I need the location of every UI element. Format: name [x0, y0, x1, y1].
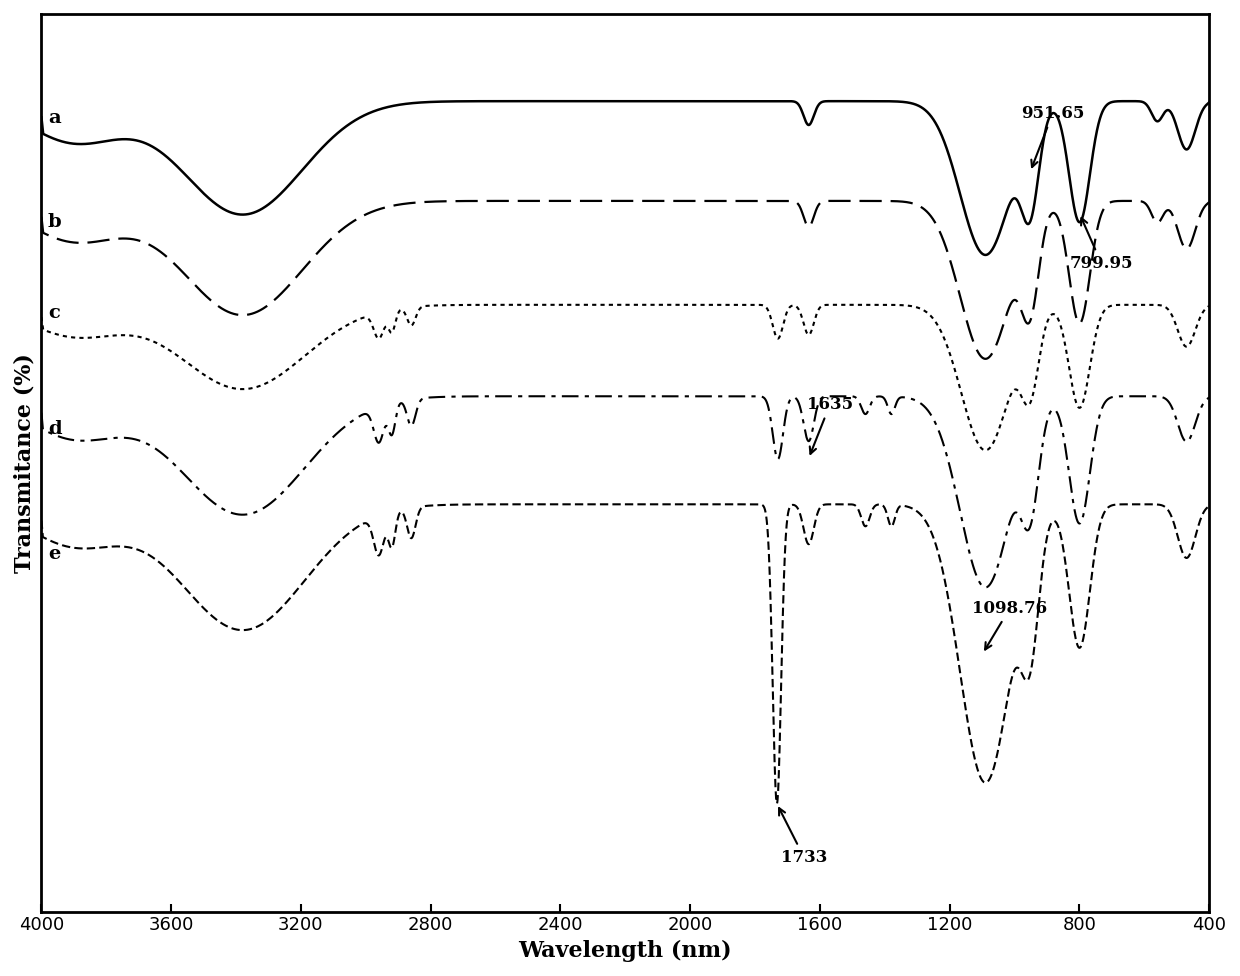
Text: 951.65: 951.65	[1021, 105, 1084, 167]
Text: 1733: 1733	[779, 808, 827, 866]
Text: d: d	[48, 421, 62, 438]
Text: 799.95: 799.95	[1070, 218, 1133, 271]
Text: a: a	[48, 108, 61, 127]
Text: c: c	[48, 305, 60, 322]
Text: 1635: 1635	[807, 396, 853, 454]
X-axis label: Wavelength (nm): Wavelength (nm)	[518, 940, 732, 962]
Text: b: b	[48, 213, 62, 230]
Text: e: e	[48, 546, 61, 563]
Text: 1098.76: 1098.76	[972, 599, 1048, 650]
Y-axis label: Transmitance (%): Transmitance (%)	[14, 352, 36, 573]
